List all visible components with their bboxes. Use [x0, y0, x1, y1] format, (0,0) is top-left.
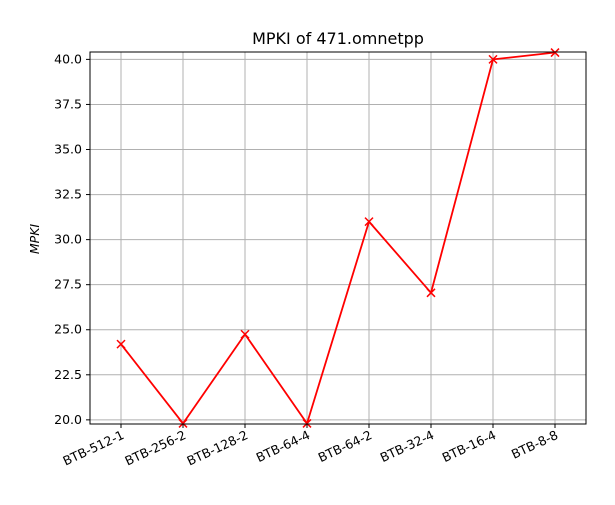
x-tick-label: BTB-256-2 [122, 427, 188, 468]
plot-background [90, 52, 586, 424]
data-point-marker [426, 288, 436, 298]
marker-stroke-b [240, 329, 250, 339]
series-line [120, 51, 556, 425]
y-tick-label: 40.0 [54, 51, 82, 66]
x-tick-label: BTB-512-1 [60, 427, 126, 468]
marker-stroke-b [488, 54, 498, 64]
y-tick-label: 20.0 [54, 412, 82, 427]
x-tick-label: BTB-16-4 [440, 427, 499, 465]
series-markers-layer [116, 48, 560, 428]
x-tick-label: BTB-128-2 [184, 427, 250, 468]
axes-frame [89, 51, 587, 425]
data-point-marker [178, 418, 188, 428]
y-tick-label: 32.5 [54, 187, 82, 202]
y-tick-label: 37.5 [54, 96, 82, 111]
x-tick-label: BTB-64-2 [316, 427, 375, 465]
data-point-marker [116, 339, 126, 349]
y-tick-label: 35.0 [54, 142, 82, 157]
marker-stroke-b [116, 339, 126, 349]
chart-title: MPKI of 471.omnetpp [252, 29, 424, 48]
x-tick-label: BTB-64-4 [254, 427, 313, 465]
x-tick-label: BTB-32-4 [378, 427, 437, 465]
marker-stroke-b [550, 48, 560, 58]
grid-lines [90, 52, 586, 424]
plot-border [89, 51, 587, 425]
data-point-marker [302, 418, 312, 428]
marker-stroke-b [364, 217, 374, 227]
x-tick-label: BTB-8-8 [509, 427, 560, 462]
data-point-marker [550, 48, 560, 58]
y-tick-label: 25.0 [54, 322, 82, 337]
series-line-layer [120, 51, 556, 425]
y-axis-label: MPKI [27, 224, 42, 255]
marker-stroke-b [302, 418, 312, 428]
data-point-marker [240, 329, 250, 339]
y-tick-label: 27.5 [54, 277, 82, 292]
y-tick-label: 30.0 [54, 232, 82, 247]
marker-stroke-b [426, 288, 436, 298]
data-point-marker [364, 217, 374, 227]
marker-stroke-b [178, 418, 188, 428]
y-tick-layer: 20.0 22.5 25.0 27.5 30.0 32.5 35.0 37.5 40.0 [54, 51, 90, 427]
data-point-marker [488, 54, 498, 64]
y-tick-label: 22.5 [54, 367, 82, 382]
